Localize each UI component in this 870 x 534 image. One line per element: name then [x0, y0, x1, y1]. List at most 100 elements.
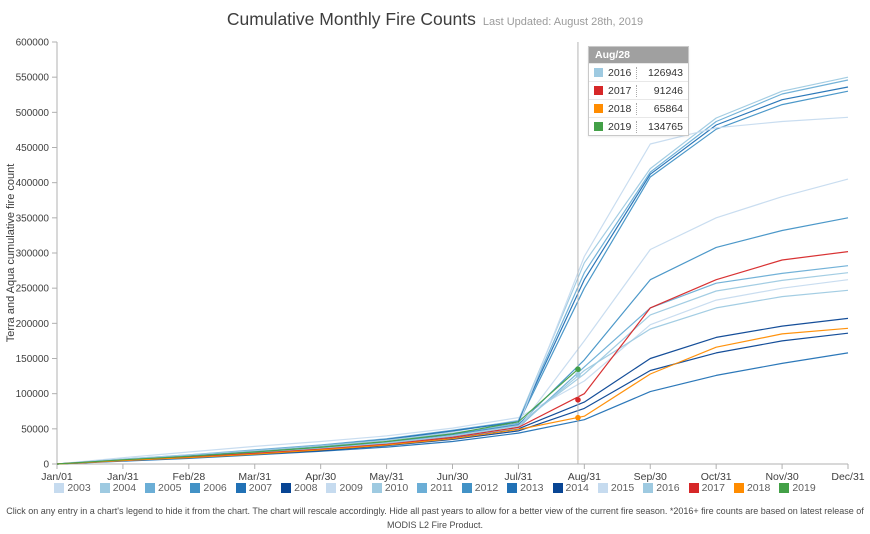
legend-swatch-2011 [417, 483, 428, 493]
x-tick-label: Jan/01 [41, 471, 73, 483]
legend-item-2007[interactable]: 2007 [235, 482, 273, 494]
tooltip-row-2019: 2019 134765 [589, 117, 688, 135]
legend-label: 2012 [474, 482, 499, 494]
legend-swatch-2007 [235, 483, 246, 493]
legend-swatch-2017 [688, 483, 699, 493]
legend-item-2014[interactable]: 2014 [552, 482, 589, 494]
series-line-2008 [56, 317, 849, 465]
legend-label: 2010 [384, 482, 409, 494]
series-line-2010 [56, 272, 849, 465]
tooltip-swatch-2016 [594, 68, 603, 77]
tooltip-year: 2017 [608, 84, 632, 97]
hover-tooltip: Aug/28 2016 126943 2017 91246 2018 65864 2019 1… [588, 46, 689, 136]
tooltip-value: 134765 [636, 120, 683, 133]
legend-swatch-2019 [779, 483, 790, 493]
y-tick-label: 450000 [16, 143, 50, 154]
legend-swatch-2010 [371, 483, 382, 493]
x-tick-label: May/31 [369, 471, 404, 483]
y-tick-label: 100000 [16, 389, 50, 400]
series-line-2007 [56, 86, 849, 465]
hover-marker-2018 [575, 414, 581, 421]
legend-label: 2009 [339, 482, 363, 494]
tooltip-swatch-2018 [594, 104, 603, 113]
legend-item-2018[interactable]: 2018 [733, 482, 770, 494]
series-line-2015 [56, 178, 849, 465]
legend-label: 2004 [112, 482, 137, 494]
x-tick-label: Oct/31 [701, 471, 732, 483]
legend-label: 2014 [565, 482, 589, 494]
legend-item-2013[interactable]: 2013 [507, 482, 544, 494]
x-tick-label: Aug/31 [568, 471, 601, 483]
legend-label: 2007 [248, 482, 273, 494]
legend-item-2017[interactable]: 2017 [688, 482, 725, 494]
hover-marker-2017 [575, 397, 581, 403]
legend-swatch-2004 [99, 483, 110, 493]
series-line-2009 [56, 116, 849, 465]
legend-swatch-2006 [190, 483, 201, 493]
legend-item-2008[interactable]: 2008 [281, 482, 317, 494]
legend-label: 2008 [294, 482, 318, 494]
legend-item-2009[interactable]: 2009 [326, 482, 363, 494]
hover-marker-2016 [575, 371, 581, 378]
legend-label: 2005 [158, 482, 182, 494]
y-tick-label: 150000 [16, 354, 50, 365]
legend-item-2019[interactable]: 2019 [779, 482, 816, 494]
x-tick-label: Sep/30 [634, 471, 667, 483]
series-line-2014 [56, 332, 849, 465]
legend-label: 2015 [610, 482, 635, 494]
legend-item-2004[interactable]: 2004 [99, 482, 137, 494]
tooltip-swatch-2019 [594, 122, 603, 131]
series-line-2018 [56, 327, 849, 465]
tooltip-date-header: Aug/28 [589, 47, 688, 63]
legend-label: 2019 [792, 482, 816, 494]
tooltip-row-2016: 2016 126943 [589, 63, 688, 81]
y-tick-label: 200000 [16, 319, 50, 330]
legend-item-2015[interactable]: 2015 [597, 482, 635, 494]
legend-item-2003[interactable]: 2003 [54, 482, 91, 494]
legend-item-2011[interactable]: 2011 [417, 482, 453, 494]
series-line-2019 [56, 368, 579, 465]
y-tick-label: 50000 [21, 424, 49, 435]
legend-label: 2006 [203, 482, 227, 494]
legend-swatch-2012 [461, 483, 472, 493]
legend-label: 2011 [430, 482, 453, 494]
legend-swatch-2003 [54, 483, 65, 493]
x-tick-label: Jul/31 [504, 471, 532, 483]
legend-label: 2017 [701, 482, 725, 494]
series-line-2012 [56, 217, 849, 465]
y-tick-label: 0 [43, 460, 49, 471]
x-tick-label: Dec/31 [831, 471, 864, 483]
legend-swatch-2014 [552, 483, 563, 493]
x-tick-label: Jan/31 [107, 471, 139, 483]
y-tick-label: 600000 [16, 38, 50, 49]
legend-item-2012[interactable]: 2012 [461, 482, 499, 494]
legend-item-2006[interactable]: 2006 [190, 482, 227, 494]
tooltip-year: 2016 [608, 66, 632, 79]
legend-item-2016[interactable]: 2016 [643, 482, 680, 494]
y-tick-label: 400000 [16, 178, 50, 189]
legend-item-2010[interactable]: 2010 [371, 482, 409, 494]
chart-legend: 2003 2004 2005 2006 2007 2008 2009 2010 2011 2012… [0, 482, 870, 494]
y-tick-label: 250000 [16, 284, 50, 295]
x-tick-label: Jun/30 [437, 471, 469, 483]
tooltip-value: 65864 [636, 102, 683, 115]
tooltip-value: 91246 [636, 84, 683, 97]
series-line-2013 [56, 352, 849, 465]
tooltip-year: 2018 [608, 102, 632, 115]
hover-marker-2019 [575, 366, 581, 373]
tooltip-row-2017: 2017 91246 [589, 81, 688, 99]
page-title: Cumulative Monthly Fire Counts [226, 9, 476, 29]
footer-note: Click on any entry in a chart's legend t… [6, 506, 864, 530]
last-updated-label: Last Updated: August 28th, 2019 [482, 16, 644, 28]
legend-label: 2003 [67, 482, 91, 494]
legend-swatch-2018 [733, 483, 744, 493]
series-line-2006 [56, 90, 849, 465]
legend-swatch-2009 [326, 483, 337, 493]
legend-item-2005[interactable]: 2005 [145, 482, 181, 494]
x-tick-label: Nov/30 [765, 471, 798, 483]
y-tick-label: 350000 [16, 213, 50, 224]
tooltip-row-2018: 2018 65864 [589, 99, 688, 117]
legend-swatch-2015 [597, 483, 608, 493]
